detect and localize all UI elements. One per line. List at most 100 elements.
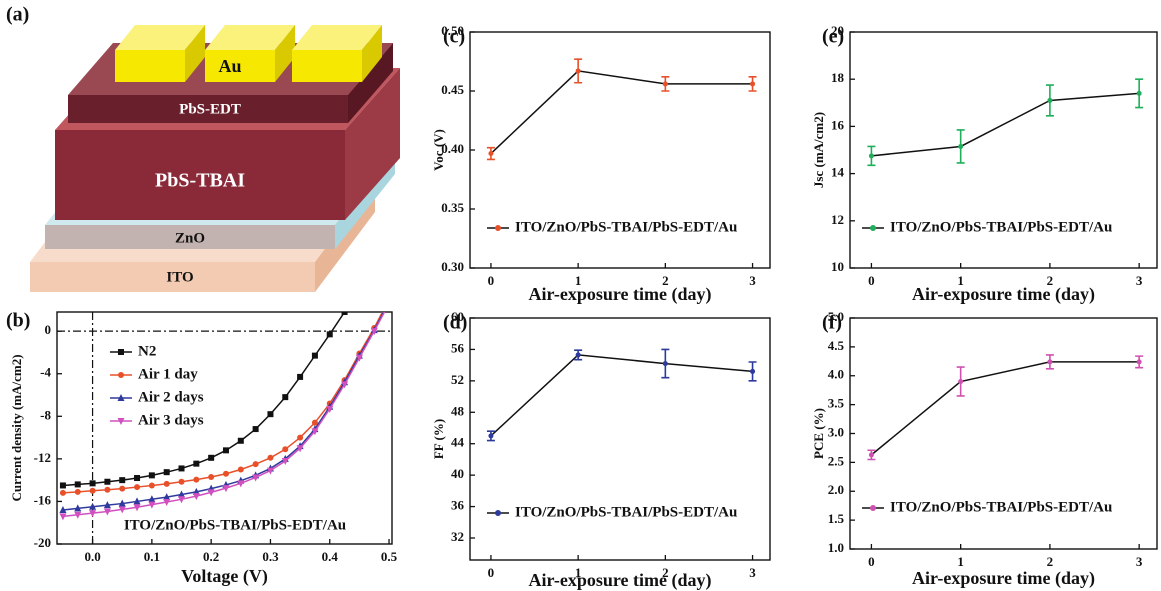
marker [117,394,125,401]
marker [59,513,67,521]
layer-side [275,25,295,82]
marker [252,426,259,433]
legend-label: ITO/ZnO/PbS-TBAI/PbS-EDT/Au [890,499,1112,515]
y-tick-label: 0.40 [441,141,464,156]
marker [296,445,304,453]
marker [89,480,96,487]
marker [208,473,215,480]
marker [89,487,96,494]
y-tick-label: 18 [831,70,845,85]
series-line [62,312,384,494]
layer-front [55,130,345,220]
y-tick-label: 52 [451,372,464,387]
marker [267,411,274,418]
marker [192,487,200,495]
marker [311,428,319,436]
y-tick-label: 36 [451,498,465,513]
x-tick-label: 0.5 [381,549,398,564]
marker [118,506,126,514]
marker [163,498,171,506]
marker [237,437,244,444]
layer-top [292,25,382,50]
marker [870,225,876,231]
marker [222,447,229,454]
x-tick-label: 3 [749,273,756,288]
marker [282,394,289,401]
y-axis-label: FF (%) [431,419,446,459]
marker [267,454,274,461]
marker [341,312,348,315]
y-tick-label: 10 [831,259,844,274]
marker [750,81,756,87]
x-tick-label: 1 [575,273,582,288]
y-tick-label: 4.5 [828,338,845,353]
x-tick-label: 2 [1047,273,1054,288]
y-tick-label: 5.0 [828,309,844,324]
panel-label: (d) [443,312,467,334]
marker [662,361,668,367]
marker [192,493,200,501]
series-line [870,361,1140,456]
marker [662,81,668,87]
panel-label: (f) [822,312,842,334]
marker [74,481,81,488]
y-axis-label: Jsc (mA/cm2) [811,112,826,188]
marker [148,472,155,479]
marker [1047,97,1053,103]
marker [386,296,392,302]
marker [266,467,274,475]
marker [355,354,363,362]
marker [134,475,141,482]
plot-frame [56,311,393,545]
x-axis-label: Air-exposure time (day) [529,570,712,591]
y-tick-label: 3.0 [828,424,844,439]
marker [488,151,494,157]
marker [148,501,156,509]
marker [163,493,171,501]
panel-label: (a) [6,4,29,26]
layer-label: PbS-TBAI [155,170,245,192]
x-tick-label: 2 [1047,554,1054,569]
y-tick-label: 1.0 [828,540,844,555]
layer-label: ITO [166,269,193,285]
y-tick-label: 20 [831,23,844,38]
marker [1136,90,1142,96]
x-tick-label: 2 [662,565,669,580]
y-tick-label: 0.30 [441,259,464,274]
marker [74,504,82,512]
series-line [871,92,1140,157]
y-tick-label: 2.0 [828,482,844,497]
x-tick-label: 0 [868,554,875,569]
marker [868,452,874,458]
x-tick-label: 1 [957,273,964,288]
device-schematic [30,25,400,292]
marker [311,352,318,359]
plot-frame [469,317,771,561]
y-tick-label: 2.5 [828,453,845,468]
legend-label: Air 3 days [138,412,204,428]
marker [370,328,378,336]
marker [178,478,185,485]
marker [297,434,304,441]
y-tick-label: 40 [451,466,464,481]
marker [59,505,67,513]
y-tick-label: 4.0 [828,367,844,382]
x-tick-label: 0.3 [262,549,279,564]
layer-side [345,68,400,220]
marker [118,499,126,507]
marker [488,433,494,439]
marker [119,477,126,484]
x-tick-label: 0.1 [144,549,160,564]
layer-side [185,25,205,82]
y-tick-label: -4 [40,365,51,380]
y-tick-label: 48 [451,403,465,418]
marker [118,372,124,378]
layer-front [205,50,275,82]
x-axis-label: Voltage (V) [181,566,268,587]
y-tick-label: -16 [34,492,52,507]
plot-frame [849,317,1158,550]
marker [282,446,289,453]
marker [237,466,244,473]
marker [750,368,756,374]
marker [178,490,186,498]
